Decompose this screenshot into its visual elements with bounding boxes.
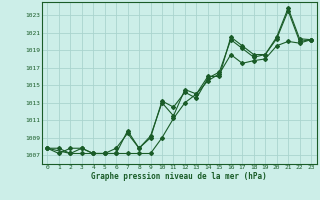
X-axis label: Graphe pression niveau de la mer (hPa): Graphe pression niveau de la mer (hPa)	[91, 172, 267, 181]
